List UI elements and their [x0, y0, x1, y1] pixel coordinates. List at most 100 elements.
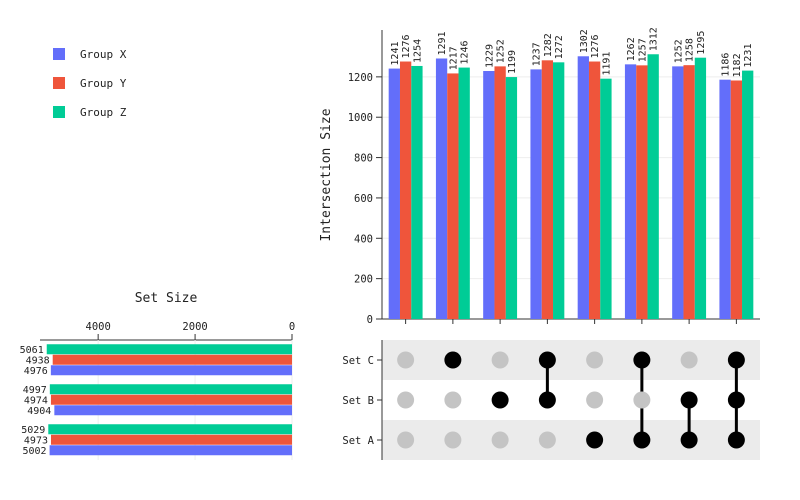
- set-size-bar-group-x: [54, 405, 292, 416]
- bar-group-y: [447, 73, 459, 319]
- bar-value-label: 1272: [554, 35, 565, 59]
- matrix-dot-empty: [397, 431, 415, 449]
- y-tick-label: 200: [354, 274, 373, 286]
- set-size-value-label: 4938: [26, 355, 50, 366]
- bar-value-label: 1252: [496, 39, 507, 63]
- set-size-title: Set Size: [135, 291, 198, 306]
- bar-group-z: [647, 54, 659, 319]
- bar-value-label: 1186: [721, 53, 732, 77]
- y-tick-label: 600: [354, 193, 373, 205]
- bar-group-x: [719, 79, 731, 319]
- bar-value-label: 1231: [743, 44, 754, 68]
- bar-value-label: 1258: [685, 38, 696, 62]
- matrix-dot-empty: [633, 391, 651, 409]
- matrix-dot-filled: [586, 431, 604, 449]
- matrix-stripe: [382, 340, 760, 380]
- matrix-dot-empty: [397, 391, 415, 409]
- bar-group-z: [694, 57, 707, 319]
- legend-label: Group X: [80, 48, 127, 61]
- bar-group-z: [553, 62, 565, 319]
- matrix-dot-filled: [727, 351, 745, 369]
- matrix-dot-empty: [586, 391, 604, 409]
- set-size-value-label: 4976: [24, 366, 48, 377]
- bar-value-label: 1257: [637, 38, 648, 62]
- set-size-bar-group-x: [50, 365, 293, 376]
- set-size-value-label: 4904: [27, 406, 51, 417]
- bar-value-label: 1262: [626, 37, 637, 61]
- bar-value-label: 1312: [649, 27, 660, 51]
- matrix-dot-empty: [491, 431, 509, 449]
- bar-group-z: [411, 65, 423, 319]
- set-size-bar-group-z: [48, 424, 292, 435]
- set-size-bar-group-x: [49, 445, 293, 456]
- bar-group-x: [388, 68, 400, 320]
- bar-group-y: [399, 61, 412, 320]
- bar-group-x: [483, 71, 495, 319]
- bar-value-label: 1217: [448, 46, 459, 70]
- matrix-dot-filled: [727, 391, 745, 409]
- matrix-dot-filled: [538, 351, 556, 369]
- bar-group-y: [730, 80, 743, 319]
- bar-value-label: 1302: [579, 29, 590, 53]
- matrix-dot-empty: [397, 351, 415, 369]
- bar-group-z: [458, 67, 470, 319]
- matrix-dot-empty: [491, 351, 509, 369]
- matrix-dot-empty: [444, 391, 462, 409]
- y-tick-label: 800: [354, 153, 373, 165]
- set-size-bar-group-z: [46, 344, 293, 355]
- set-size-value-label: 4973: [24, 435, 48, 446]
- bar-value-label: 1295: [696, 31, 707, 55]
- y-axis-title: Intersection Size: [319, 108, 334, 241]
- legend-label: Group Y: [80, 77, 127, 90]
- matrix-dot-empty: [444, 431, 462, 449]
- matrix-dot-filled: [491, 391, 509, 409]
- bar-value-label: 1241: [390, 41, 401, 65]
- bar-group-x: [624, 64, 637, 319]
- legend-swatch-group-x: [53, 48, 65, 60]
- legend-label: Group Z: [80, 106, 127, 119]
- bar-group-z: [505, 77, 518, 319]
- bar-value-label: 1199: [507, 50, 518, 74]
- set-size-tick-label: 4000: [86, 321, 111, 333]
- y-tick-label: 1200: [348, 72, 373, 84]
- matrix-dot-filled: [633, 351, 651, 369]
- y-tick-label: 1000: [348, 112, 373, 124]
- bar-value-label: 1276: [590, 34, 601, 58]
- bar-group-z: [742, 70, 754, 320]
- bar-value-label: 1191: [601, 52, 612, 76]
- set-size-bar-group-z: [49, 384, 292, 395]
- set-size-tick-label: 0: [289, 321, 295, 333]
- bar-value-label: 1254: [412, 39, 423, 63]
- legend-swatch-group-y: [53, 77, 65, 89]
- bar-group-z: [600, 78, 612, 319]
- bar-value-label: 1246: [460, 40, 471, 64]
- bar-group-y: [494, 66, 506, 319]
- bar-group-x: [577, 56, 589, 320]
- y-tick-label: 0: [367, 314, 373, 326]
- matrix-dot-filled: [538, 391, 556, 409]
- bar-value-label: 1182: [732, 53, 743, 77]
- bar-value-label: 1291: [437, 31, 448, 55]
- bar-value-label: 1252: [673, 39, 684, 63]
- bar-value-label: 1229: [484, 44, 495, 68]
- bar-group-y: [588, 61, 601, 320]
- bar-group-y: [541, 60, 554, 319]
- set-size-bar-group-y: [52, 354, 292, 365]
- matrix-dot-filled: [727, 431, 745, 449]
- matrix-dot-filled: [680, 391, 698, 409]
- matrix-dot-filled: [633, 431, 651, 449]
- bar-value-label: 1282: [543, 33, 554, 57]
- bar-group-y: [683, 65, 695, 320]
- set-size-value-label: 5002: [23, 446, 47, 457]
- set-size-value-label: 4974: [24, 395, 48, 406]
- bar-group-x: [530, 69, 542, 319]
- matrix-dot-filled: [444, 351, 462, 369]
- set-row-label: Set B: [342, 395, 374, 407]
- bar-value-label: 1276: [401, 34, 412, 58]
- set-size-tick-label: 2000: [182, 321, 207, 333]
- set-size-bar-group-y: [50, 394, 293, 405]
- bar-value-label: 1237: [532, 42, 543, 66]
- matrix-stripe: [382, 420, 760, 460]
- matrix-dot-filled: [680, 431, 698, 449]
